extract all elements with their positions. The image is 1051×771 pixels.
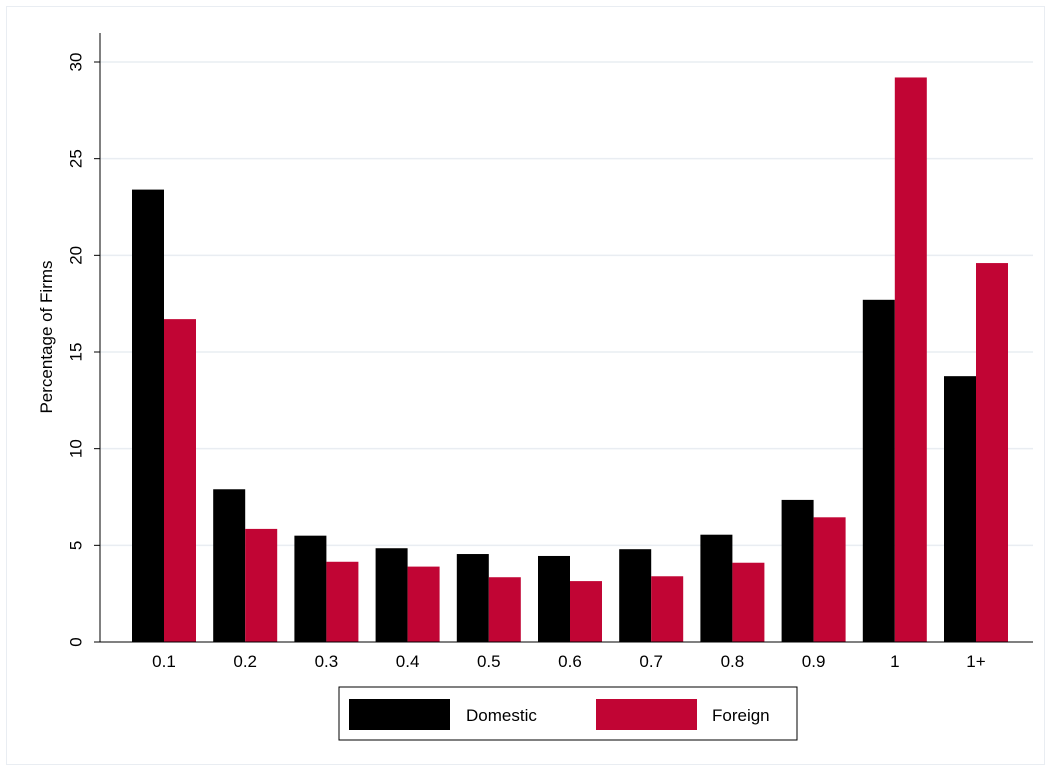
x-tick-label: 0.4: [396, 652, 420, 671]
x-ticks: 0.1 0.2 0.3 0.4 0.5 0.6 0.7 0.8 0.9 1 1+: [152, 652, 986, 671]
bar-foreign-1: [894, 77, 927, 642]
x-tick-label: 0.1: [152, 652, 176, 671]
x-tick-label: 0.8: [721, 652, 745, 671]
bar-foreign-0.7: [651, 576, 684, 642]
chart-frame: [6, 6, 1045, 765]
y-tick-label: 30: [67, 53, 86, 72]
legend-label-domestic: Domestic: [466, 706, 537, 725]
y-tick-label: 15: [67, 343, 86, 362]
bar-foreign-0.8: [732, 562, 765, 642]
bar-domestic-0.3: [294, 535, 327, 642]
x-tick-label: 0.9: [802, 652, 826, 671]
bars: [132, 77, 1008, 642]
bar-domestic-0.4: [375, 548, 408, 642]
bar-foreign-0.5: [488, 577, 521, 642]
y-ticks: 0 5 10 15 20 25 30: [67, 53, 100, 647]
bar-domestic-0.1: [132, 189, 164, 642]
x-tick-label: 0.2: [233, 652, 257, 671]
y-tick-label: 25: [67, 149, 86, 168]
x-tick-label: 0.3: [315, 652, 339, 671]
bar-foreign-0.1: [164, 319, 196, 642]
axes: [99, 33, 1033, 643]
bar-domestic-1+: [944, 376, 976, 642]
bar-domestic-0.2: [213, 489, 246, 642]
legend-swatch-foreign: [596, 699, 697, 730]
bar-foreign-0.9: [813, 517, 846, 642]
bar-foreign-1+: [976, 263, 1008, 642]
y-tick-label: 0: [67, 637, 86, 646]
bar-domestic-0.6: [538, 555, 570, 642]
y-tick-label: 20: [67, 246, 86, 265]
y-tick-label: 10: [67, 439, 86, 458]
bar-foreign-0.4: [407, 566, 440, 642]
x-tick-label: 0.5: [477, 652, 501, 671]
bar-domestic-1: [862, 299, 895, 642]
y-axis-label: Percentage of Firms: [37, 260, 56, 413]
bar-domestic-0.5: [456, 554, 489, 642]
x-tick-label: 0.7: [639, 652, 663, 671]
x-tick-label: 1: [890, 652, 899, 671]
bar-foreign-0.2: [245, 528, 278, 642]
legend: Domestic Foreign: [338, 686, 798, 741]
y-tick-label: 5: [67, 541, 86, 550]
bar-domestic-0.8: [700, 534, 733, 642]
legend-label-foreign: Foreign: [712, 706, 770, 725]
x-tick-label: 1+: [966, 652, 985, 671]
bar-domestic-0.9: [781, 499, 814, 642]
bar-domestic-0.7: [619, 549, 652, 642]
bar-foreign-0.3: [326, 561, 359, 642]
bar-foreign-0.6: [570, 581, 602, 642]
legend-swatch-domestic: [349, 699, 450, 730]
x-tick-label: 0.6: [558, 652, 582, 671]
